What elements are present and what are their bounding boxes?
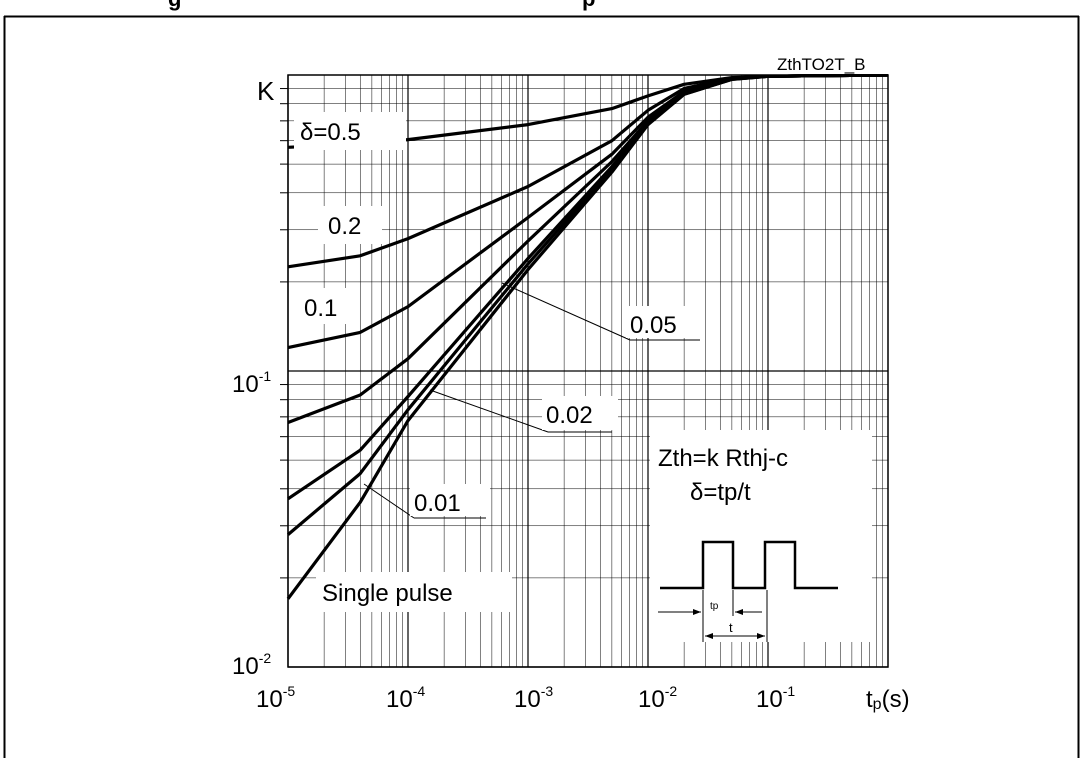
x-tick-label-1e-2: 10-2 bbox=[638, 683, 677, 713]
label-0.02: 0.02 bbox=[546, 402, 593, 429]
chart-code-label: ZthTO2T_B bbox=[777, 55, 866, 74]
label-delta-0.5: δ=0.5 bbox=[300, 119, 361, 146]
label-bg-d005 bbox=[626, 306, 704, 338]
heading-fragment: g bbox=[168, 0, 181, 11]
label-0.2: 0.2 bbox=[328, 213, 361, 240]
label-0.05: 0.05 bbox=[630, 312, 677, 339]
label-bg-d02 bbox=[318, 206, 382, 244]
code-label-bg bbox=[774, 52, 892, 74]
inset-t-arrowhead-right bbox=[757, 633, 765, 639]
label-0.01: 0.01 bbox=[414, 490, 461, 517]
inset-t-label: t bbox=[729, 620, 733, 635]
inset-tp-arrowhead-right bbox=[735, 609, 743, 615]
label-single-pulse: Single pulse bbox=[322, 580, 453, 607]
x-tick-label-1e-3: 10-3 bbox=[514, 683, 553, 713]
inset-tp-arrowhead-left bbox=[693, 609, 701, 615]
x-axis-label: tp(s) bbox=[866, 686, 910, 713]
heading-fragment-right: p bbox=[582, 0, 595, 11]
inset-formula-zth: Zth=k Rthj-c bbox=[658, 445, 788, 472]
inset-tp-label: tp bbox=[710, 601, 719, 612]
label-bg-d05 bbox=[294, 112, 406, 150]
label-0.1: 0.1 bbox=[304, 295, 337, 322]
label-bg-d01 bbox=[296, 288, 356, 324]
leader-0.02 bbox=[429, 389, 549, 433]
label-bg-d001 bbox=[410, 484, 490, 516]
inset-t-arrowhead-left bbox=[705, 633, 713, 639]
inset-formula-delta: δ=tp/t bbox=[690, 479, 751, 506]
leader-0.01 bbox=[363, 483, 415, 519]
x-tick-label-1e-1: 10-1 bbox=[756, 683, 795, 713]
inset-pulse-waveform bbox=[660, 540, 838, 590]
x-tick-label-1e-5: 10-5 bbox=[256, 683, 295, 713]
x-tick-label-1e-4: 10-4 bbox=[386, 683, 425, 713]
y-tick-label-0.1: 10-1 bbox=[232, 368, 271, 398]
label-bg-d002 bbox=[542, 396, 618, 430]
series-line-Single-pulse bbox=[286, 73, 889, 600]
y-tick-label-0.01: 10-2 bbox=[232, 650, 271, 680]
plot-area bbox=[287, 74, 889, 668]
inset-box: Zth=k Rthj-c δ=tp/t tp t bbox=[650, 430, 872, 642]
y-axis-label: K bbox=[257, 76, 275, 106]
leader-0.05 bbox=[501, 282, 631, 341]
inset-background bbox=[650, 430, 872, 642]
label-bg-single bbox=[316, 572, 512, 612]
